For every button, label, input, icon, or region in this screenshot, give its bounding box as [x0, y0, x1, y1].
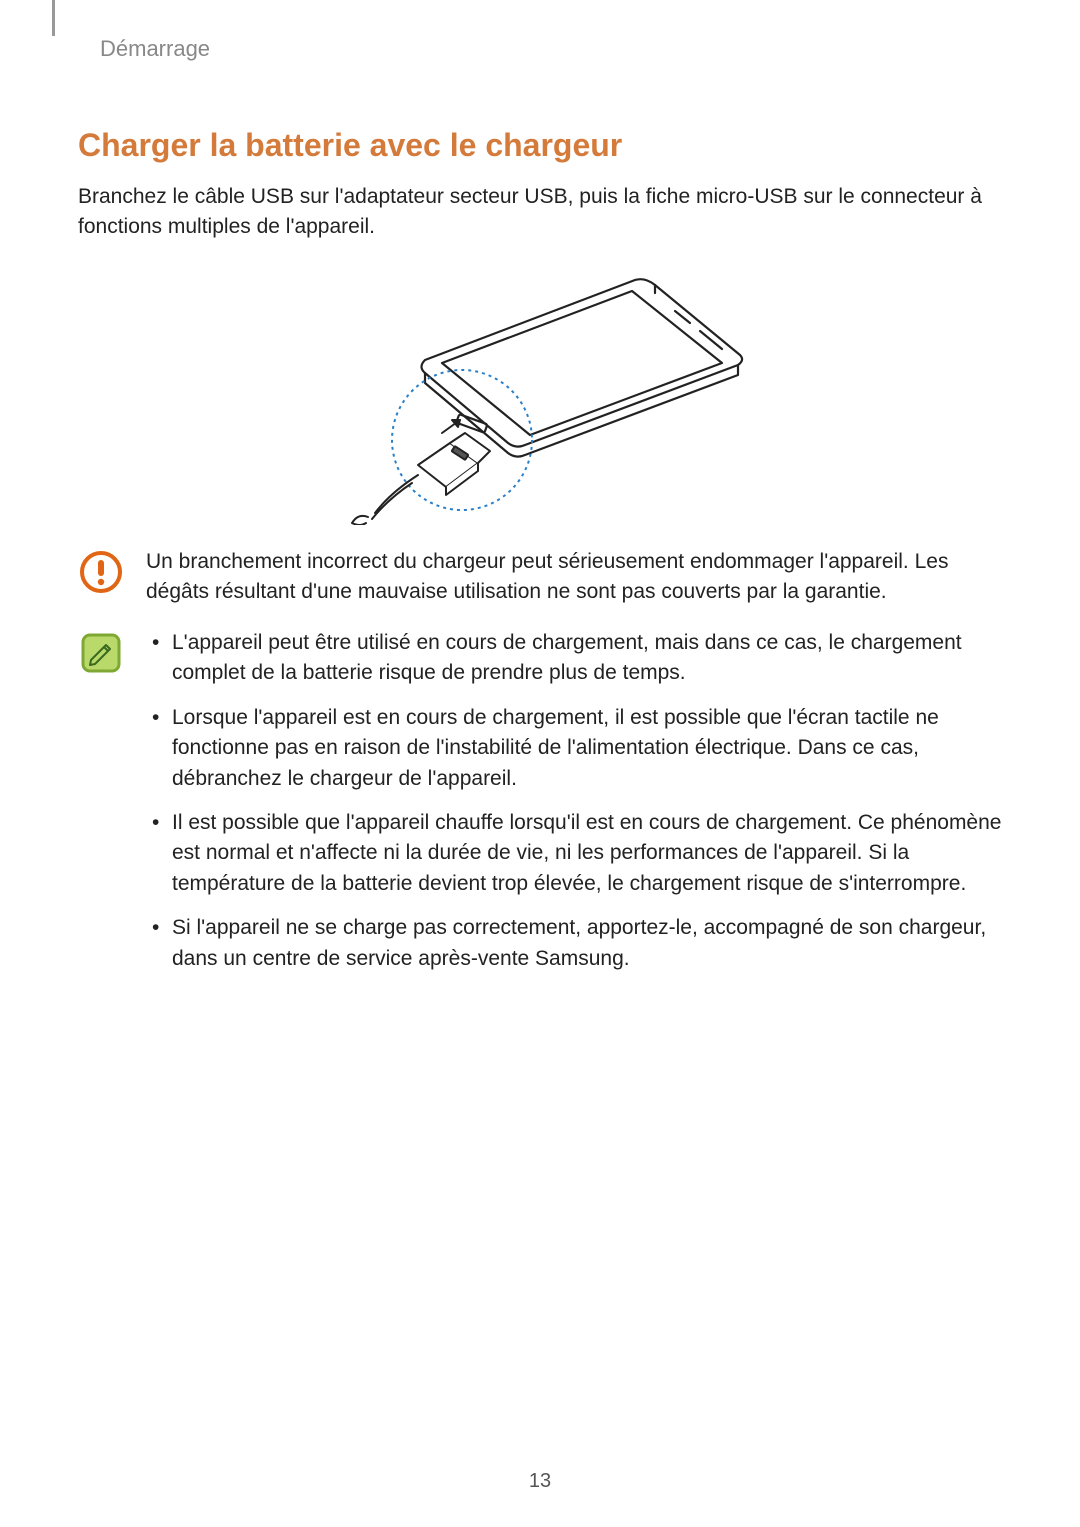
warning-text: Un branchement incorrect du chargeur peu…	[146, 547, 1002, 608]
charging-diagram	[78, 265, 1002, 525]
note-callout: L'appareil peut être utilisé en cours de…	[78, 628, 1002, 988]
page-header: Démarrage	[78, 36, 1002, 62]
note-item: Si l'appareil ne se charge pas correctem…	[146, 913, 1002, 974]
page-title: Charger la batterie avec le chargeur	[78, 127, 1002, 164]
note-item: Lorsque l'appareil est en cours de charg…	[146, 703, 1002, 794]
page-number: 13	[0, 1470, 1080, 1493]
intro-paragraph: Branchez le câble USB sur l'adaptateur s…	[78, 182, 1002, 243]
note-icon	[78, 630, 124, 676]
note-item: Il est possible que l'appareil chauffe l…	[146, 808, 1002, 899]
warning-icon	[78, 549, 124, 595]
document-page: Démarrage Charger la batterie avec le ch…	[0, 0, 1080, 1527]
note-body: L'appareil peut être utilisé en cours de…	[146, 628, 1002, 988]
note-item: L'appareil peut être utilisé en cours de…	[146, 628, 1002, 689]
warning-callout: Un branchement incorrect du chargeur peu…	[78, 547, 1002, 608]
tab-marker	[52, 0, 55, 36]
section-label: Démarrage	[100, 36, 210, 61]
note-list: L'appareil peut être utilisé en cours de…	[146, 628, 1002, 974]
